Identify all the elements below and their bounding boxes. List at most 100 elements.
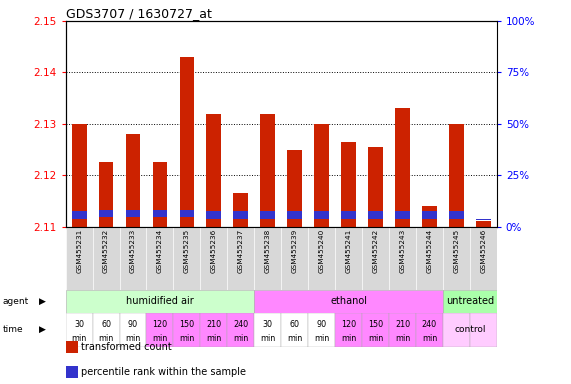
Bar bbox=[147, 227, 174, 290]
Text: min: min bbox=[260, 334, 275, 343]
Bar bbox=[254, 227, 281, 290]
Bar bbox=[119, 313, 147, 347]
Bar bbox=[395, 211, 410, 219]
Text: ▶: ▶ bbox=[39, 325, 46, 334]
Bar bbox=[449, 124, 464, 227]
Text: min: min bbox=[368, 334, 383, 343]
Bar bbox=[66, 313, 93, 347]
Bar bbox=[422, 211, 437, 219]
Bar bbox=[470, 227, 497, 290]
Text: min: min bbox=[341, 334, 356, 343]
Text: GSM455237: GSM455237 bbox=[238, 228, 244, 273]
Text: min: min bbox=[71, 334, 87, 343]
Bar bbox=[443, 227, 470, 290]
Bar bbox=[395, 108, 410, 227]
Bar bbox=[314, 124, 329, 227]
Text: untreated: untreated bbox=[446, 296, 494, 306]
Text: GSM455242: GSM455242 bbox=[372, 228, 379, 273]
Text: time: time bbox=[3, 325, 23, 334]
Text: 120: 120 bbox=[341, 320, 356, 329]
Bar bbox=[126, 210, 140, 217]
Text: min: min bbox=[422, 334, 437, 343]
Text: min: min bbox=[233, 334, 248, 343]
Bar bbox=[147, 313, 174, 347]
Bar bbox=[422, 206, 437, 227]
Text: 120: 120 bbox=[152, 320, 167, 329]
Text: GSM455240: GSM455240 bbox=[319, 228, 325, 273]
Bar bbox=[389, 313, 416, 347]
Bar bbox=[335, 227, 362, 290]
Text: GSM455239: GSM455239 bbox=[292, 228, 297, 273]
Text: GSM455243: GSM455243 bbox=[400, 228, 405, 273]
Bar bbox=[207, 114, 222, 227]
Bar bbox=[308, 313, 335, 347]
Text: GSM455232: GSM455232 bbox=[103, 228, 109, 273]
Bar bbox=[227, 227, 254, 290]
Text: 30: 30 bbox=[263, 320, 273, 329]
Bar bbox=[476, 219, 490, 220]
Bar bbox=[72, 124, 87, 227]
Text: 240: 240 bbox=[422, 320, 437, 329]
Bar bbox=[254, 290, 443, 313]
Bar bbox=[260, 114, 275, 227]
Bar bbox=[281, 313, 308, 347]
Text: GSM455234: GSM455234 bbox=[157, 228, 163, 273]
Text: 210: 210 bbox=[206, 320, 222, 329]
Bar bbox=[443, 290, 497, 313]
Bar bbox=[254, 313, 281, 347]
Bar bbox=[443, 313, 470, 347]
Bar bbox=[99, 210, 114, 217]
Bar bbox=[260, 211, 275, 219]
Bar bbox=[119, 227, 147, 290]
Text: humidified air: humidified air bbox=[126, 296, 194, 306]
Bar bbox=[234, 211, 248, 219]
Text: 90: 90 bbox=[128, 320, 138, 329]
Text: 60: 60 bbox=[101, 320, 111, 329]
Text: 240: 240 bbox=[233, 320, 248, 329]
Text: GDS3707 / 1630727_at: GDS3707 / 1630727_at bbox=[66, 7, 211, 20]
Text: control: control bbox=[454, 325, 485, 334]
Text: agent: agent bbox=[3, 297, 29, 306]
Text: min: min bbox=[206, 334, 222, 343]
Text: 150: 150 bbox=[179, 320, 195, 329]
Bar bbox=[416, 313, 443, 347]
Text: min: min bbox=[395, 334, 410, 343]
Text: 60: 60 bbox=[289, 320, 300, 329]
Text: GSM455241: GSM455241 bbox=[345, 228, 352, 273]
Bar bbox=[200, 313, 227, 347]
Text: min: min bbox=[152, 334, 168, 343]
Text: GSM455238: GSM455238 bbox=[265, 228, 271, 273]
Text: GSM455246: GSM455246 bbox=[480, 228, 486, 273]
Bar bbox=[152, 210, 167, 217]
Text: GSM455235: GSM455235 bbox=[184, 228, 190, 273]
Bar bbox=[416, 227, 443, 290]
Text: GSM455233: GSM455233 bbox=[130, 228, 136, 273]
Bar bbox=[362, 313, 389, 347]
Bar bbox=[287, 149, 302, 227]
Bar bbox=[389, 227, 416, 290]
Bar bbox=[476, 222, 490, 227]
Bar bbox=[179, 57, 194, 227]
Bar bbox=[287, 211, 302, 219]
Bar bbox=[174, 227, 200, 290]
Bar bbox=[308, 227, 335, 290]
Bar bbox=[449, 211, 464, 219]
Bar bbox=[314, 211, 329, 219]
Text: GSM455245: GSM455245 bbox=[453, 228, 459, 273]
Text: ethanol: ethanol bbox=[330, 296, 367, 306]
Bar bbox=[72, 211, 87, 219]
Text: ▶: ▶ bbox=[39, 297, 46, 306]
Bar bbox=[470, 313, 497, 347]
Text: min: min bbox=[98, 334, 114, 343]
Bar bbox=[99, 162, 114, 227]
Bar bbox=[152, 162, 167, 227]
Bar bbox=[335, 313, 362, 347]
Bar bbox=[362, 227, 389, 290]
Bar bbox=[227, 313, 254, 347]
Bar bbox=[207, 211, 222, 219]
Text: min: min bbox=[314, 334, 329, 343]
Text: 150: 150 bbox=[368, 320, 383, 329]
Bar bbox=[341, 142, 356, 227]
Bar bbox=[66, 227, 93, 290]
Text: transformed count: transformed count bbox=[81, 342, 171, 352]
